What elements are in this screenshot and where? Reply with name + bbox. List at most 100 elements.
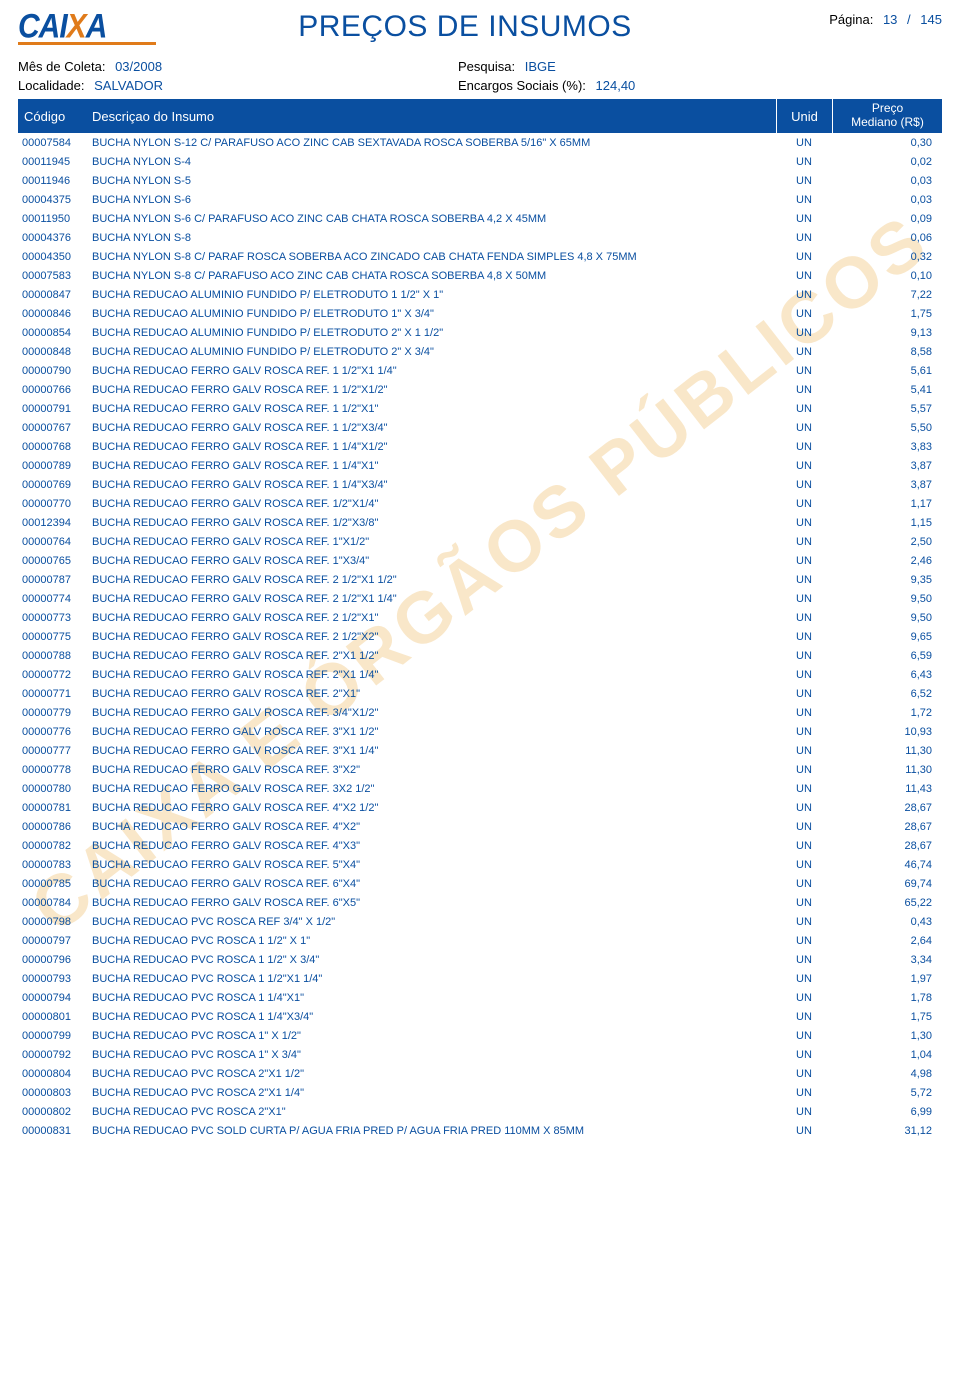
cell-desc: BUCHA REDUCAO ALUMINIO FUNDIDO P/ ELETRO… (90, 289, 776, 301)
cell-unid: UN (776, 327, 832, 339)
cell-desc: BUCHA REDUCAO PVC ROSCA 1" X 3/4" (90, 1049, 776, 1061)
cell-unid: UN (776, 479, 832, 491)
cell-codigo: 00000787 (18, 574, 90, 586)
table-row: 00000777BUCHA REDUCAO FERRO GALV ROSCA R… (18, 741, 942, 760)
table-row: 00000792BUCHA REDUCAO PVC ROSCA 1" X 3/4… (18, 1045, 942, 1064)
localidade-label: Localidade: (18, 78, 85, 93)
cell-codigo: 00000848 (18, 346, 90, 358)
cell-desc: BUCHA REDUCAO FERRO GALV ROSCA REF. 1 1/… (90, 422, 776, 434)
table-row: 00000798BUCHA REDUCAO PVC ROSCA REF 3/4"… (18, 912, 942, 931)
cell-codigo: 00000780 (18, 783, 90, 795)
cell-unid: UN (776, 916, 832, 928)
cell-unid: UN (776, 1030, 832, 1042)
cell-codigo: 00000803 (18, 1087, 90, 1099)
table-row: 00000801BUCHA REDUCAO PVC ROSCA 1 1/4"X3… (18, 1007, 942, 1026)
cell-desc: BUCHA NYLON S-4 (90, 156, 776, 168)
cell-preco: 2,46 (832, 555, 942, 567)
cell-preco: 1,78 (832, 992, 942, 1004)
table-row: 00011946BUCHA NYLON S-5UN0,03 (18, 171, 942, 190)
cell-codigo: 00000769 (18, 479, 90, 491)
cell-preco: 1,17 (832, 498, 942, 510)
table-row: 00000778BUCHA REDUCAO FERRO GALV ROSCA R… (18, 760, 942, 779)
cell-unid: UN (776, 764, 832, 776)
cell-codigo: 00011950 (18, 213, 90, 225)
cell-codigo: 00004375 (18, 194, 90, 206)
table-row: 00000776BUCHA REDUCAO FERRO GALV ROSCA R… (18, 722, 942, 741)
cell-codigo: 00007584 (18, 137, 90, 149)
table-row: 00000788BUCHA REDUCAO FERRO GALV ROSCA R… (18, 646, 942, 665)
cell-codigo: 00011945 (18, 156, 90, 168)
cell-desc: BUCHA REDUCAO FERRO GALV ROSCA REF. 2 1/… (90, 631, 776, 643)
cell-preco: 0,43 (832, 916, 942, 928)
cell-codigo: 00004350 (18, 251, 90, 263)
cell-unid: UN (776, 1106, 832, 1118)
meta-pesquisa: Pesquisa: IBGE (458, 59, 942, 74)
cell-unid: UN (776, 669, 832, 681)
cell-codigo: 00000775 (18, 631, 90, 643)
cell-desc: BUCHA REDUCAO FERRO GALV ROSCA REF. 2"X1… (90, 650, 776, 662)
cell-unid: UN (776, 1068, 832, 1080)
cell-preco: 0,30 (832, 137, 942, 149)
table-row: 00000780BUCHA REDUCAO FERRO GALV ROSCA R… (18, 779, 942, 798)
cell-codigo: 00000779 (18, 707, 90, 719)
meta-mes: Mês de Coleta: 03/2008 (18, 59, 458, 74)
cell-desc: BUCHA REDUCAO FERRO GALV ROSCA REF. 6"X5… (90, 897, 776, 909)
cell-preco: 46,74 (832, 859, 942, 871)
cell-unid: UN (776, 802, 832, 814)
cell-preco: 1,75 (832, 308, 942, 320)
cell-codigo: 00000789 (18, 460, 90, 472)
cell-preco: 28,67 (832, 840, 942, 852)
table-row: 00000802BUCHA REDUCAO PVC ROSCA 2"X1"UN6… (18, 1102, 942, 1121)
table-row: 00000766BUCHA REDUCAO FERRO GALV ROSCA R… (18, 380, 942, 399)
cell-codigo: 00000770 (18, 498, 90, 510)
table-row: 00000779BUCHA REDUCAO FERRO GALV ROSCA R… (18, 703, 942, 722)
cell-desc: BUCHA REDUCAO FERRO GALV ROSCA REF. 3"X1… (90, 726, 776, 738)
cell-codigo: 00000774 (18, 593, 90, 605)
table-row: 00007584BUCHA NYLON S-12 C/ PARAFUSO ACO… (18, 133, 942, 152)
cell-preco: 0,06 (832, 232, 942, 244)
table-row: 00007583BUCHA NYLON S-8 C/ PARAFUSO ACO … (18, 266, 942, 285)
cell-preco: 3,83 (832, 441, 942, 453)
cell-desc: BUCHA REDUCAO PVC SOLD CURTA P/ AGUA FRI… (90, 1125, 776, 1137)
table-row: 00000782BUCHA REDUCAO FERRO GALV ROSCA R… (18, 836, 942, 855)
cell-desc: BUCHA REDUCAO FERRO GALV ROSCA REF. 2"X1… (90, 669, 776, 681)
cell-unid: UN (776, 593, 832, 605)
cell-desc: BUCHA REDUCAO FERRO GALV ROSCA REF. 1"X3… (90, 555, 776, 567)
table-row: 00000772BUCHA REDUCAO FERRO GALV ROSCA R… (18, 665, 942, 684)
table-row: 00000799BUCHA REDUCAO PVC ROSCA 1" X 1/2… (18, 1026, 942, 1045)
cell-desc: BUCHA REDUCAO PVC ROSCA REF 3/4" X 1/2" (90, 916, 776, 928)
cell-unid: UN (776, 517, 832, 529)
cell-unid: UN (776, 308, 832, 320)
cell-desc: BUCHA REDUCAO PVC ROSCA 2"X1" (90, 1106, 776, 1118)
cell-preco: 4,98 (832, 1068, 942, 1080)
cell-preco: 9,13 (832, 327, 942, 339)
cell-codigo: 00000784 (18, 897, 90, 909)
cell-unid: UN (776, 707, 832, 719)
cell-desc: BUCHA REDUCAO FERRO GALV ROSCA REF. 1/2"… (90, 517, 776, 529)
cell-codigo: 00000797 (18, 935, 90, 947)
table-row: 00000786BUCHA REDUCAO FERRO GALV ROSCA R… (18, 817, 942, 836)
logo-part-a: CAI (18, 7, 67, 45)
cell-unid: UN (776, 1087, 832, 1099)
cell-desc: BUCHA REDUCAO FERRO GALV ROSCA REF. 3"X1… (90, 745, 776, 757)
cell-unid: UN (776, 897, 832, 909)
table-row: 00000831BUCHA REDUCAO PVC SOLD CURTA P/ … (18, 1121, 942, 1140)
cell-desc: BUCHA REDUCAO FERRO GALV ROSCA REF. 4"X2… (90, 821, 776, 833)
cell-unid: UN (776, 194, 832, 206)
cell-desc: BUCHA REDUCAO FERRO GALV ROSCA REF. 5"X4… (90, 859, 776, 871)
encargos-label: Encargos Sociais (%): (458, 78, 586, 93)
table-row: 00004350BUCHA NYLON S-8 C/ PARAF ROSCA S… (18, 247, 942, 266)
cell-preco: 0,09 (832, 213, 942, 225)
table-row: 00000793BUCHA REDUCAO PVC ROSCA 1 1/2"X1… (18, 969, 942, 988)
cell-desc: BUCHA REDUCAO FERRO GALV ROSCA REF. 1/2"… (90, 498, 776, 510)
cell-desc: BUCHA REDUCAO FERRO GALV ROSCA REF. 4"X3… (90, 840, 776, 852)
cell-preco: 7,22 (832, 289, 942, 301)
mes-label: Mês de Coleta: (18, 59, 105, 74)
cell-preco: 1,15 (832, 517, 942, 529)
table-header: Código Descriçao do Insumo Unid Preço Me… (18, 99, 942, 133)
cell-unid: UN (776, 783, 832, 795)
cell-preco: 8,58 (832, 346, 942, 358)
cell-codigo: 00000776 (18, 726, 90, 738)
cell-desc: BUCHA REDUCAO FERRO GALV ROSCA REF. 6"X4… (90, 878, 776, 890)
table-row: 00000775BUCHA REDUCAO FERRO GALV ROSCA R… (18, 627, 942, 646)
